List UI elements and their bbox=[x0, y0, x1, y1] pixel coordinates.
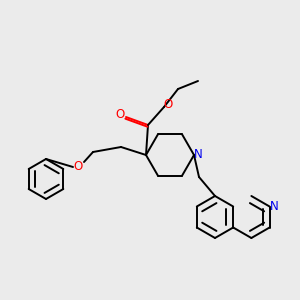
Text: N: N bbox=[270, 200, 279, 213]
Text: O: O bbox=[116, 109, 124, 122]
Text: O: O bbox=[74, 160, 82, 173]
Text: O: O bbox=[164, 98, 172, 110]
Text: N: N bbox=[194, 148, 202, 161]
